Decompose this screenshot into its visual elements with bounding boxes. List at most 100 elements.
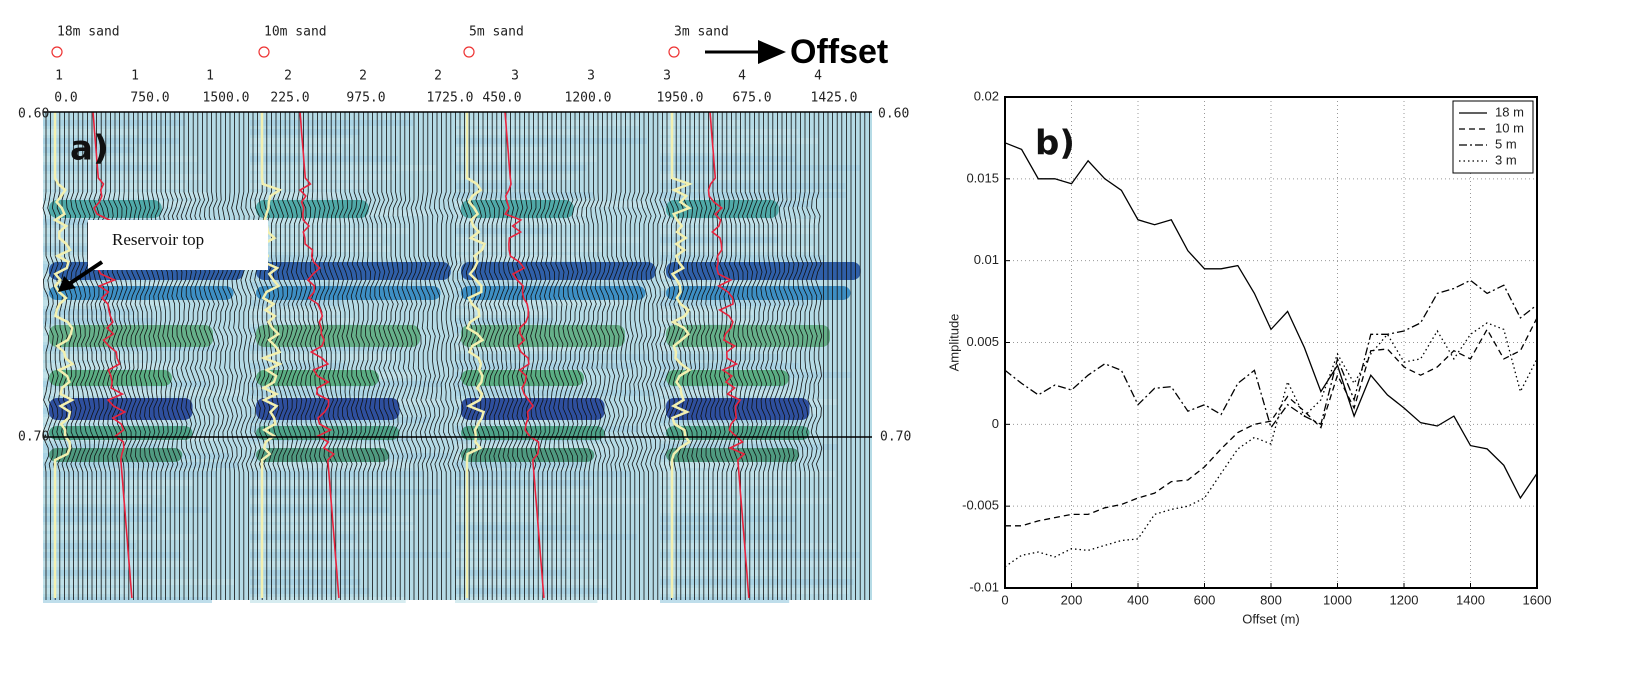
- seismic-trace: [65, 112, 73, 600]
- offset-value: 1200.0: [565, 91, 612, 106]
- seismic-wash: [660, 516, 797, 522]
- seismic-wash: [43, 471, 217, 477]
- seismic-trace: [93, 112, 101, 600]
- seismic-wash: [455, 480, 593, 486]
- seismic-trace: [277, 112, 285, 600]
- seismic-trace: [364, 112, 372, 600]
- x-tick-label: 200: [1061, 592, 1083, 607]
- seismic-wash: [250, 444, 387, 450]
- source-icon: [463, 46, 475, 58]
- seismic-wash: [455, 516, 544, 522]
- seismic-wash: [660, 534, 795, 540]
- y-tick-label: 0: [992, 416, 999, 431]
- seismic-wash: [43, 318, 155, 324]
- seismic-trace: [428, 112, 436, 600]
- seismic-trace: [562, 112, 570, 600]
- seismic-wash: [455, 462, 584, 468]
- seismic-trace: [585, 112, 593, 600]
- seismic-trace: [589, 112, 597, 600]
- time-label: 0.70: [880, 430, 911, 445]
- trace-group: 2: [284, 69, 292, 84]
- seismic-trace: [479, 112, 487, 600]
- trace-group: 3: [511, 69, 519, 84]
- seismic-wash: [250, 354, 397, 360]
- seismic-wash: [455, 597, 598, 603]
- offset-value: 675.0: [732, 91, 771, 106]
- seismic-trace: [806, 112, 814, 600]
- seismic-wash: [660, 489, 743, 495]
- x-axis-label: Offset (m): [1242, 611, 1300, 626]
- panel-label: a): [70, 129, 108, 169]
- seismic-trace: [645, 112, 653, 600]
- seismic-trace: [217, 112, 225, 600]
- seismic-trace: [493, 112, 501, 600]
- seismic-trace: [769, 112, 777, 600]
- seismic-trace: [571, 112, 579, 600]
- seismic-wash: [250, 192, 340, 198]
- seismic-trace: [139, 112, 147, 600]
- plot-frame: [1004, 96, 1538, 589]
- seismic-wash: [250, 255, 334, 261]
- seismic-wash: [660, 237, 779, 243]
- seismic-trace: [143, 112, 151, 600]
- seismic-wash: [660, 570, 780, 576]
- seismic-wash: [250, 471, 425, 477]
- seismic-trace: [654, 112, 662, 600]
- seismic-wash: [660, 282, 749, 288]
- seismic-wash: [250, 219, 353, 225]
- seismic-wash: [660, 192, 847, 198]
- seismic-trace: [74, 112, 82, 600]
- seismic-trace: [175, 112, 183, 600]
- seismic-wash: [43, 516, 158, 522]
- amplitude-chart: -0.01 -0.005 0 0.005 0.01 0.015 0.02 0 200 400 600…: [946, 88, 1551, 626]
- seismic-wash: [43, 588, 129, 594]
- seismic-wash: [43, 534, 198, 540]
- seismic-trace: [369, 112, 377, 600]
- seismic-trace: [47, 112, 55, 600]
- seismic-trace: [332, 112, 340, 600]
- seismic-trace: [378, 112, 386, 600]
- seismic-wash: [660, 579, 854, 585]
- offset-value: 975.0: [346, 91, 385, 106]
- seismic-wash: [660, 561, 857, 567]
- seismic-wash: [250, 300, 342, 306]
- seismic-trace: [203, 112, 211, 600]
- seismic-trace: [171, 112, 179, 600]
- seismic-wash: [43, 597, 212, 603]
- seismic-wash: [455, 138, 647, 144]
- seismic-trace: [88, 112, 96, 600]
- source-icon: [668, 46, 680, 58]
- seismic-trace: [557, 112, 565, 600]
- seismic-trace: [166, 112, 174, 600]
- seismic-trace: [309, 112, 317, 600]
- seismic-wash: [250, 561, 337, 567]
- sand-label: 3m sand: [674, 25, 729, 40]
- seismic-trace: [815, 112, 823, 600]
- seismic-trace: [240, 112, 248, 600]
- seismic-trace: [484, 112, 492, 600]
- seismic-trace: [249, 112, 257, 600]
- seismic-trace: [231, 112, 239, 600]
- seismic-trace: [396, 112, 404, 600]
- legend-label: 3 m: [1495, 152, 1517, 167]
- seismic-trace: [415, 112, 423, 600]
- seismic-labels: a) Offset Reservoir top 0.60 0.60 0.70 0…: [18, 25, 911, 445]
- seismic-wash: [660, 318, 753, 324]
- seismic-wash: [660, 507, 746, 513]
- seismic-wash: [455, 444, 613, 450]
- seismic-trace: [663, 112, 671, 600]
- y-tick-label: -0.01: [969, 579, 999, 594]
- seismic-trace: [244, 112, 252, 600]
- seismic-wash: [250, 147, 343, 153]
- annotation-arrowhead: [58, 276, 76, 292]
- seismic-trace: [290, 112, 298, 600]
- offset-value: 225.0: [270, 91, 309, 106]
- annotation-box: [88, 220, 268, 270]
- seismic-wash: [43, 138, 180, 144]
- seismic-trace: [649, 112, 657, 600]
- seismic-trace: [497, 112, 505, 600]
- seismic-trace: [382, 112, 390, 600]
- seismic-wash: [455, 165, 587, 171]
- seismic-wash: [250, 309, 343, 315]
